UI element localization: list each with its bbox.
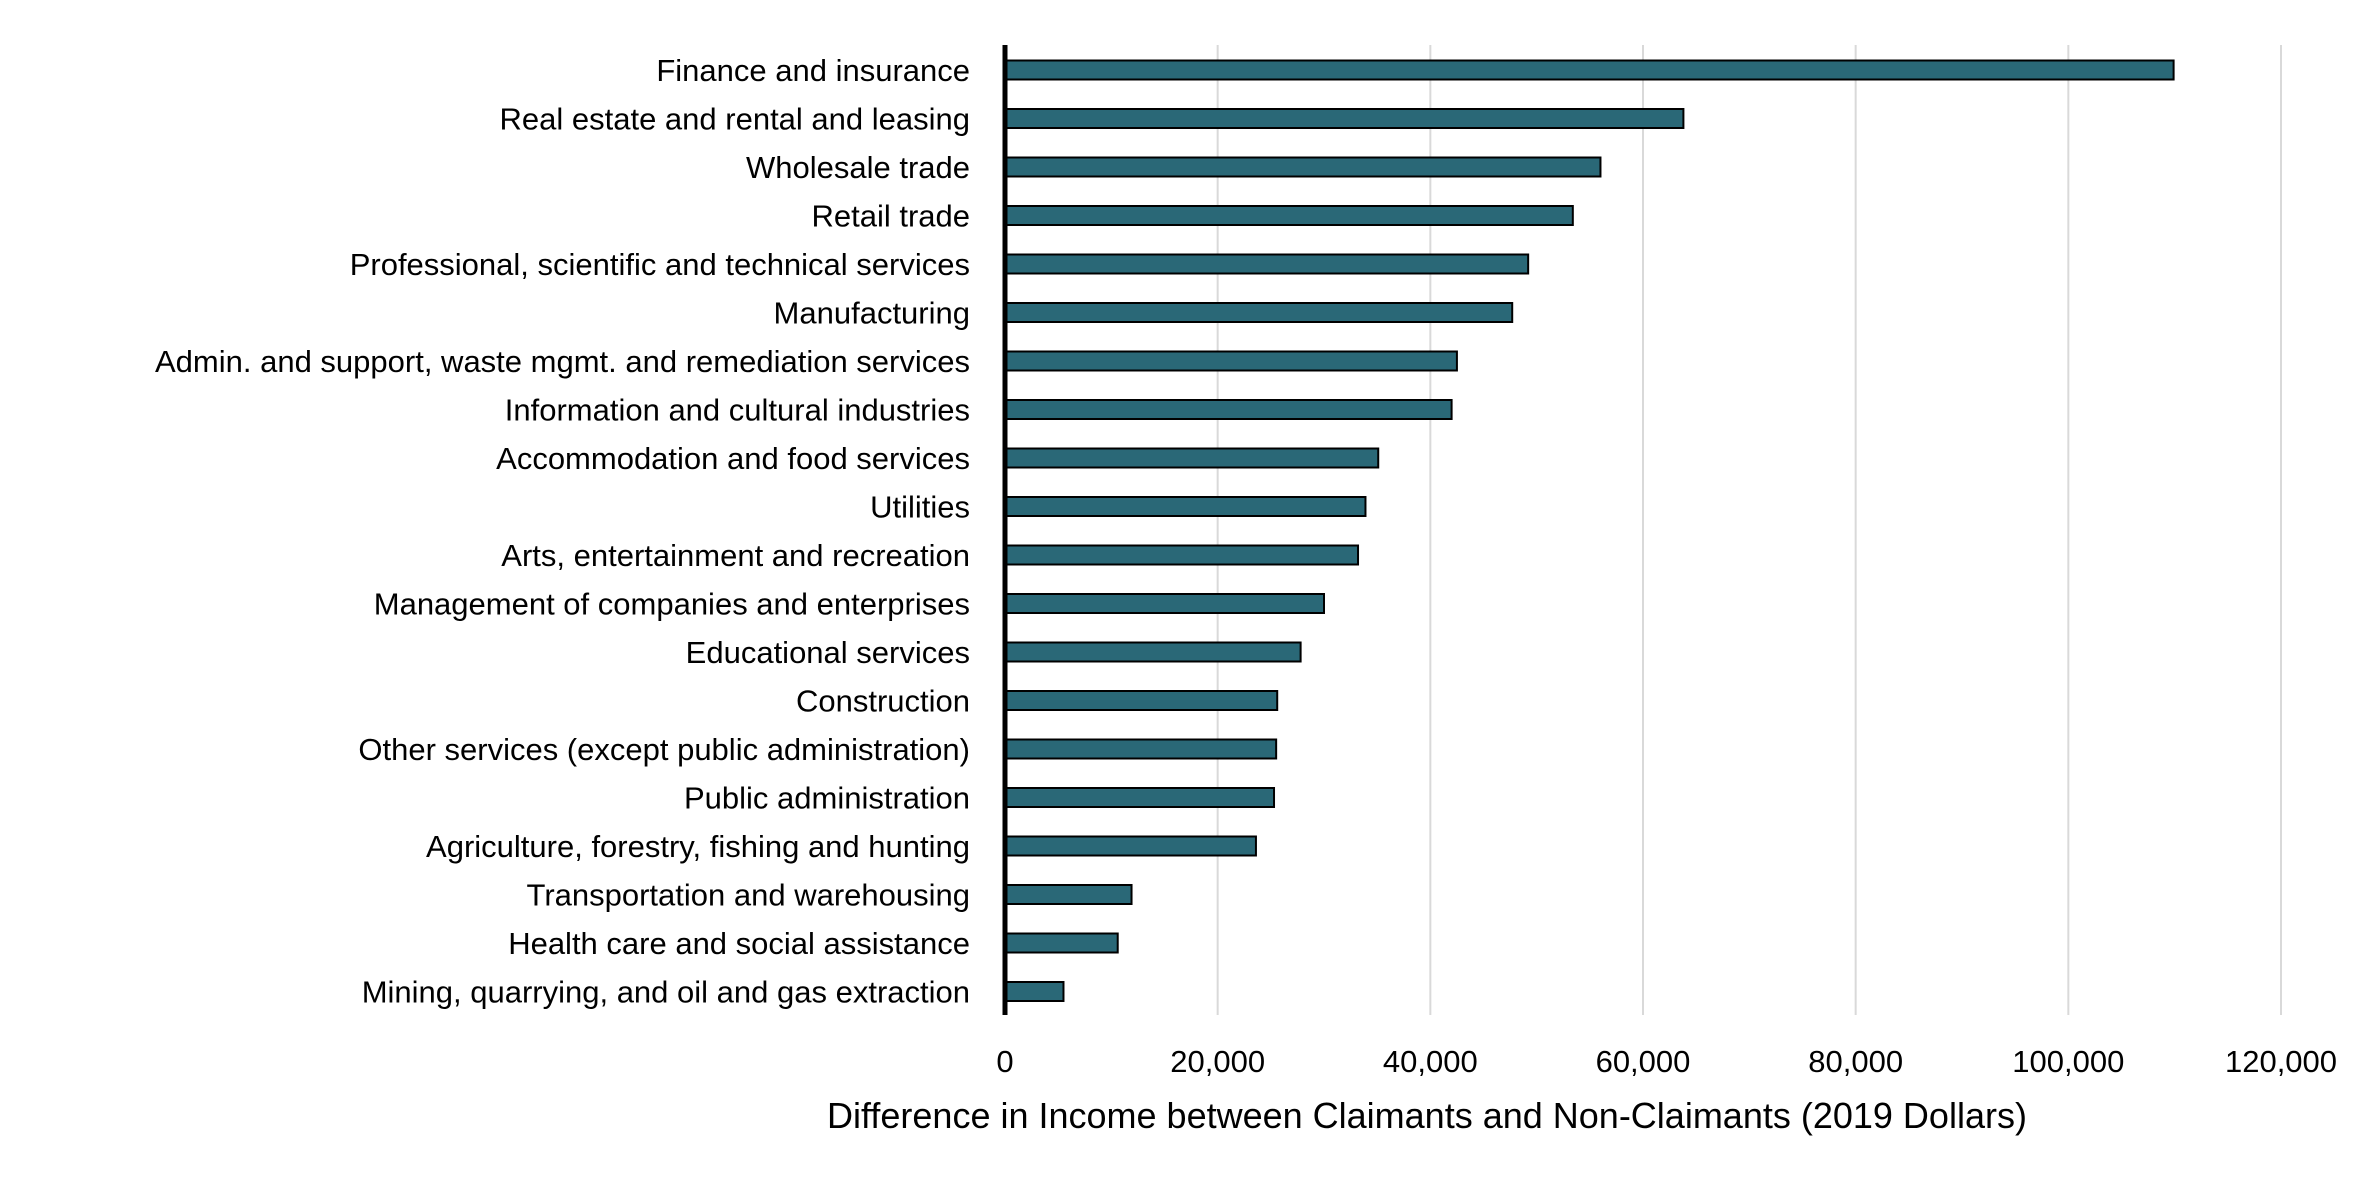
x-tick-label: 20,000 (1170, 1044, 1265, 1079)
category-label: Arts, entertainment and recreation (501, 538, 970, 573)
bar (1004, 544, 1360, 566)
bar (1004, 399, 1453, 420)
bar (1004, 932, 1119, 954)
bar (1004, 59, 2175, 81)
category-label: Mining, quarrying, and oil and gas extra… (362, 975, 970, 1010)
category-label: Health care and social assistance (508, 926, 970, 961)
category-label: Real estate and rental and leasing (500, 102, 971, 137)
bar (1004, 593, 1325, 614)
x-tick-label: 120,000 (2225, 1044, 2337, 1079)
x-tick-label: 80,000 (1808, 1044, 1903, 1079)
bar (1004, 738, 1278, 760)
bar (1004, 641, 1302, 663)
category-label: Management of companies and enterprises (374, 587, 970, 622)
category-label: Utilities (870, 490, 970, 525)
x-tick-label: 100,000 (2012, 1044, 2124, 1079)
category-label: Admin. and support, waste mgmt. and reme… (155, 344, 970, 379)
category-label: Agriculture, forestry, fishing and hunti… (426, 829, 970, 864)
x-tick-label: 40,000 (1383, 1044, 1478, 1079)
category-label: Public administration (684, 781, 970, 816)
category-label: Wholesale trade (746, 150, 970, 185)
category-label: Finance and insurance (656, 53, 970, 88)
x-tick-label: 60,000 (1596, 1044, 1691, 1079)
category-label: Other services (except public administra… (358, 732, 970, 767)
category-labels: Finance and insurance Real estate and ren… (155, 53, 970, 1010)
x-tick-label: 0 (996, 1044, 1013, 1079)
category-label: Transportation and warehousing (527, 878, 970, 913)
category-label: Information and cultural industries (505, 393, 970, 428)
x-tick-labels: 0 20,000 40,000 60,000 80,000 100,000 120,000 (996, 1044, 2337, 1079)
bar (1004, 496, 1367, 517)
bar (1004, 350, 1458, 372)
bar (1004, 835, 1257, 857)
category-label: Accommodation and food services (496, 441, 970, 476)
bars (1004, 59, 2175, 1002)
bar (1004, 981, 1065, 1002)
bar (1004, 156, 1602, 178)
category-label: Professional, scientific and technical s… (350, 247, 970, 282)
x-axis-title: Difference in Income between Claimants a… (827, 1095, 2027, 1136)
bar (1004, 108, 1685, 129)
bar (1004, 884, 1133, 905)
bar (1004, 205, 1574, 226)
category-label: Educational services (686, 635, 970, 670)
bar (1004, 447, 1380, 469)
category-label: Construction (796, 684, 970, 719)
category-label: Retail trade (811, 199, 970, 234)
bar (1004, 787, 1276, 808)
gridlines (1216, 45, 2282, 1015)
category-label: Manufacturing (774, 296, 970, 331)
bar (1004, 253, 1530, 275)
bar (1004, 302, 1514, 323)
bar (1004, 690, 1279, 711)
